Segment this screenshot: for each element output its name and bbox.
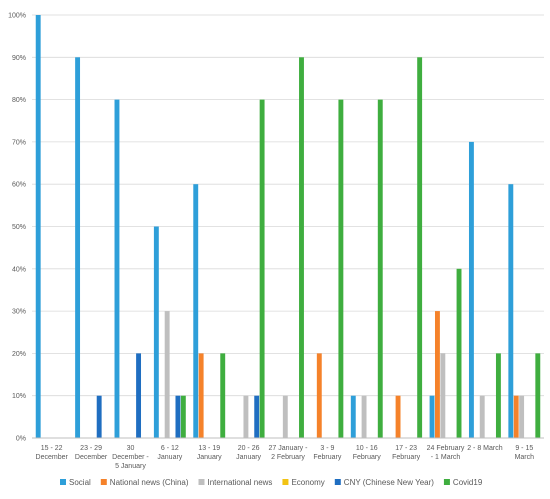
bar — [136, 353, 142, 438]
y-tick-label: 100% — [8, 13, 26, 20]
bar — [429, 395, 435, 438]
y-tick-label: 50% — [12, 224, 26, 231]
x-category-label: 27 January -2 February — [269, 445, 309, 461]
bar — [519, 395, 525, 438]
legend-swatch — [443, 479, 450, 485]
x-category-label: 23 - 29 December — [75, 445, 108, 461]
x-category-label: 3 - 9 February — [313, 445, 342, 461]
gridlines — [32, 14, 544, 439]
x-category-label: 17 - 23 February — [392, 445, 421, 461]
legend-item: Economy — [282, 478, 325, 487]
bar — [254, 395, 260, 438]
bar — [468, 141, 474, 438]
legend-swatch — [100, 479, 107, 485]
bar — [513, 395, 519, 438]
legend-swatch — [60, 479, 66, 485]
legend-swatch — [334, 479, 341, 485]
legend-item: Social — [60, 478, 91, 487]
bar — [180, 395, 186, 438]
bar — [495, 353, 501, 438]
bar — [114, 99, 120, 438]
y-tick-label: 40% — [12, 266, 26, 273]
bar — [338, 99, 344, 438]
y-axis-tick-labels: 0% 10% 20% 30% 40% 50% 60% 70% 80% 90% 100% — [8, 13, 26, 443]
bar — [243, 395, 249, 438]
bar — [395, 395, 401, 438]
legend-label: CNY (Chinese New Year) — [344, 478, 434, 487]
bar — [299, 57, 304, 439]
bar — [377, 99, 383, 438]
bar — [175, 395, 181, 438]
bar — [479, 395, 485, 438]
legend-item: CNY (Chinese New Year) — [334, 478, 434, 487]
bar — [361, 395, 367, 438]
x-category-label: 24 February - 1 March — [427, 445, 465, 461]
bar — [440, 353, 446, 438]
bar — [456, 268, 462, 438]
bar — [434, 311, 440, 438]
y-tick-label: 90% — [12, 55, 26, 62]
legend-swatch — [282, 479, 289, 485]
bar — [35, 15, 41, 438]
bar — [508, 184, 514, 438]
y-tick-label: 70% — [12, 139, 26, 146]
legend-label: International news — [208, 478, 273, 487]
legend-item: International news — [198, 478, 273, 487]
y-tick-label: 20% — [12, 351, 26, 358]
x-category-label: 20 - 26 January — [236, 445, 261, 461]
bar — [535, 353, 541, 438]
y-tick-label: 0% — [16, 436, 26, 443]
bar — [193, 184, 199, 438]
x-category-label: 9 - 15 March — [515, 445, 535, 461]
legend: Social National news (China) International… — [60, 478, 483, 487]
legend-label: National news (China) — [110, 478, 189, 487]
legend-label: Economy — [291, 478, 324, 487]
legend-swatch — [198, 479, 205, 485]
legend-item: National news (China) — [100, 478, 189, 487]
bar — [417, 57, 423, 439]
bar — [350, 395, 356, 438]
bar — [220, 353, 226, 438]
x-category-label: 6 - 12 January — [157, 445, 182, 461]
x-category-label: 30 December -5 January — [112, 445, 149, 470]
y-tick-label: 10% — [12, 393, 26, 400]
bar — [153, 226, 159, 438]
bars — [35, 15, 541, 439]
bar — [316, 353, 322, 438]
x-category-label: 15 - 22 December — [36, 445, 69, 461]
bar — [96, 395, 102, 438]
x-category-label: 10 - 16 February — [353, 445, 382, 461]
y-tick-label: 30% — [12, 309, 26, 316]
y-tick-label: 60% — [12, 182, 26, 189]
bar — [75, 57, 81, 439]
legend-label: Covid19 — [453, 478, 483, 487]
legend-item: Covid19 — [443, 478, 483, 487]
x-category-label: 2 - 8 March — [467, 445, 503, 452]
x-category-label: 13 - 19 January — [197, 445, 222, 461]
bar — [164, 311, 170, 438]
bar — [282, 395, 288, 438]
legend-label: Social — [69, 478, 91, 487]
bar — [198, 353, 204, 438]
bar — [259, 99, 265, 438]
y-tick-label: 80% — [12, 97, 26, 104]
